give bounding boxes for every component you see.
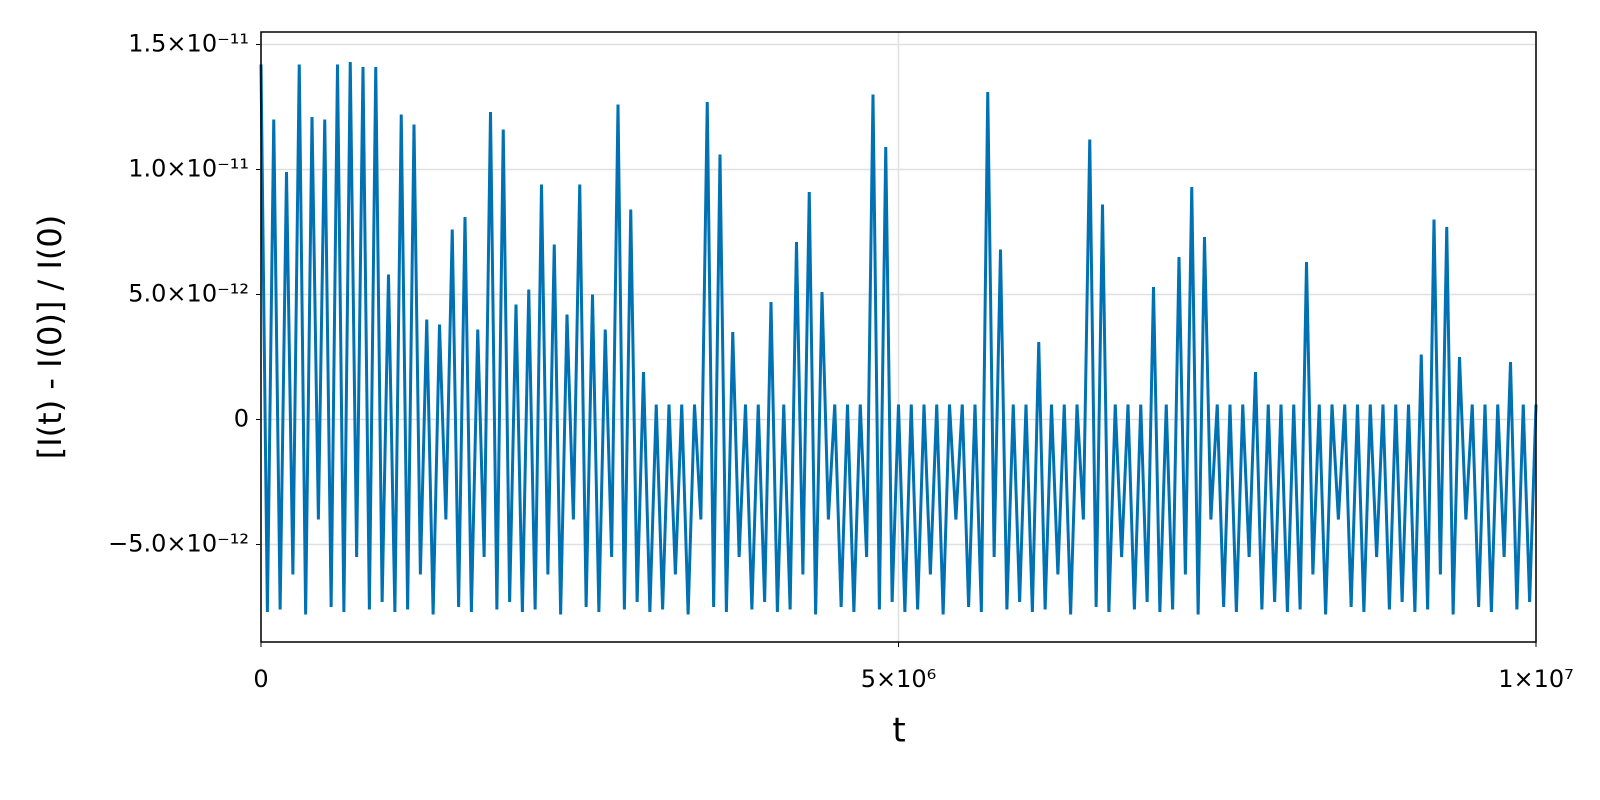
y-tick-label: 0 — [234, 405, 249, 433]
x-tick-label: 5×10⁶ — [861, 665, 937, 693]
y-tick-label: −5.0×10⁻¹² — [108, 530, 249, 558]
data-line — [259, 61, 1538, 615]
x-tick-label: 0 — [253, 665, 268, 693]
y-tick-label: 1.5×10⁻¹¹ — [128, 30, 249, 58]
x-tick-label: 1×10⁷ — [1498, 665, 1574, 693]
x-axis-label: t — [892, 711, 905, 751]
plot-frame — [260, 31, 1537, 643]
y-tick-label: 5.0×10⁻¹² — [128, 280, 249, 308]
y-axis-label: [I(t) - I(0)] / I(0) — [31, 215, 69, 459]
y-tick-label: 1.0×10⁻¹¹ — [128, 155, 249, 183]
